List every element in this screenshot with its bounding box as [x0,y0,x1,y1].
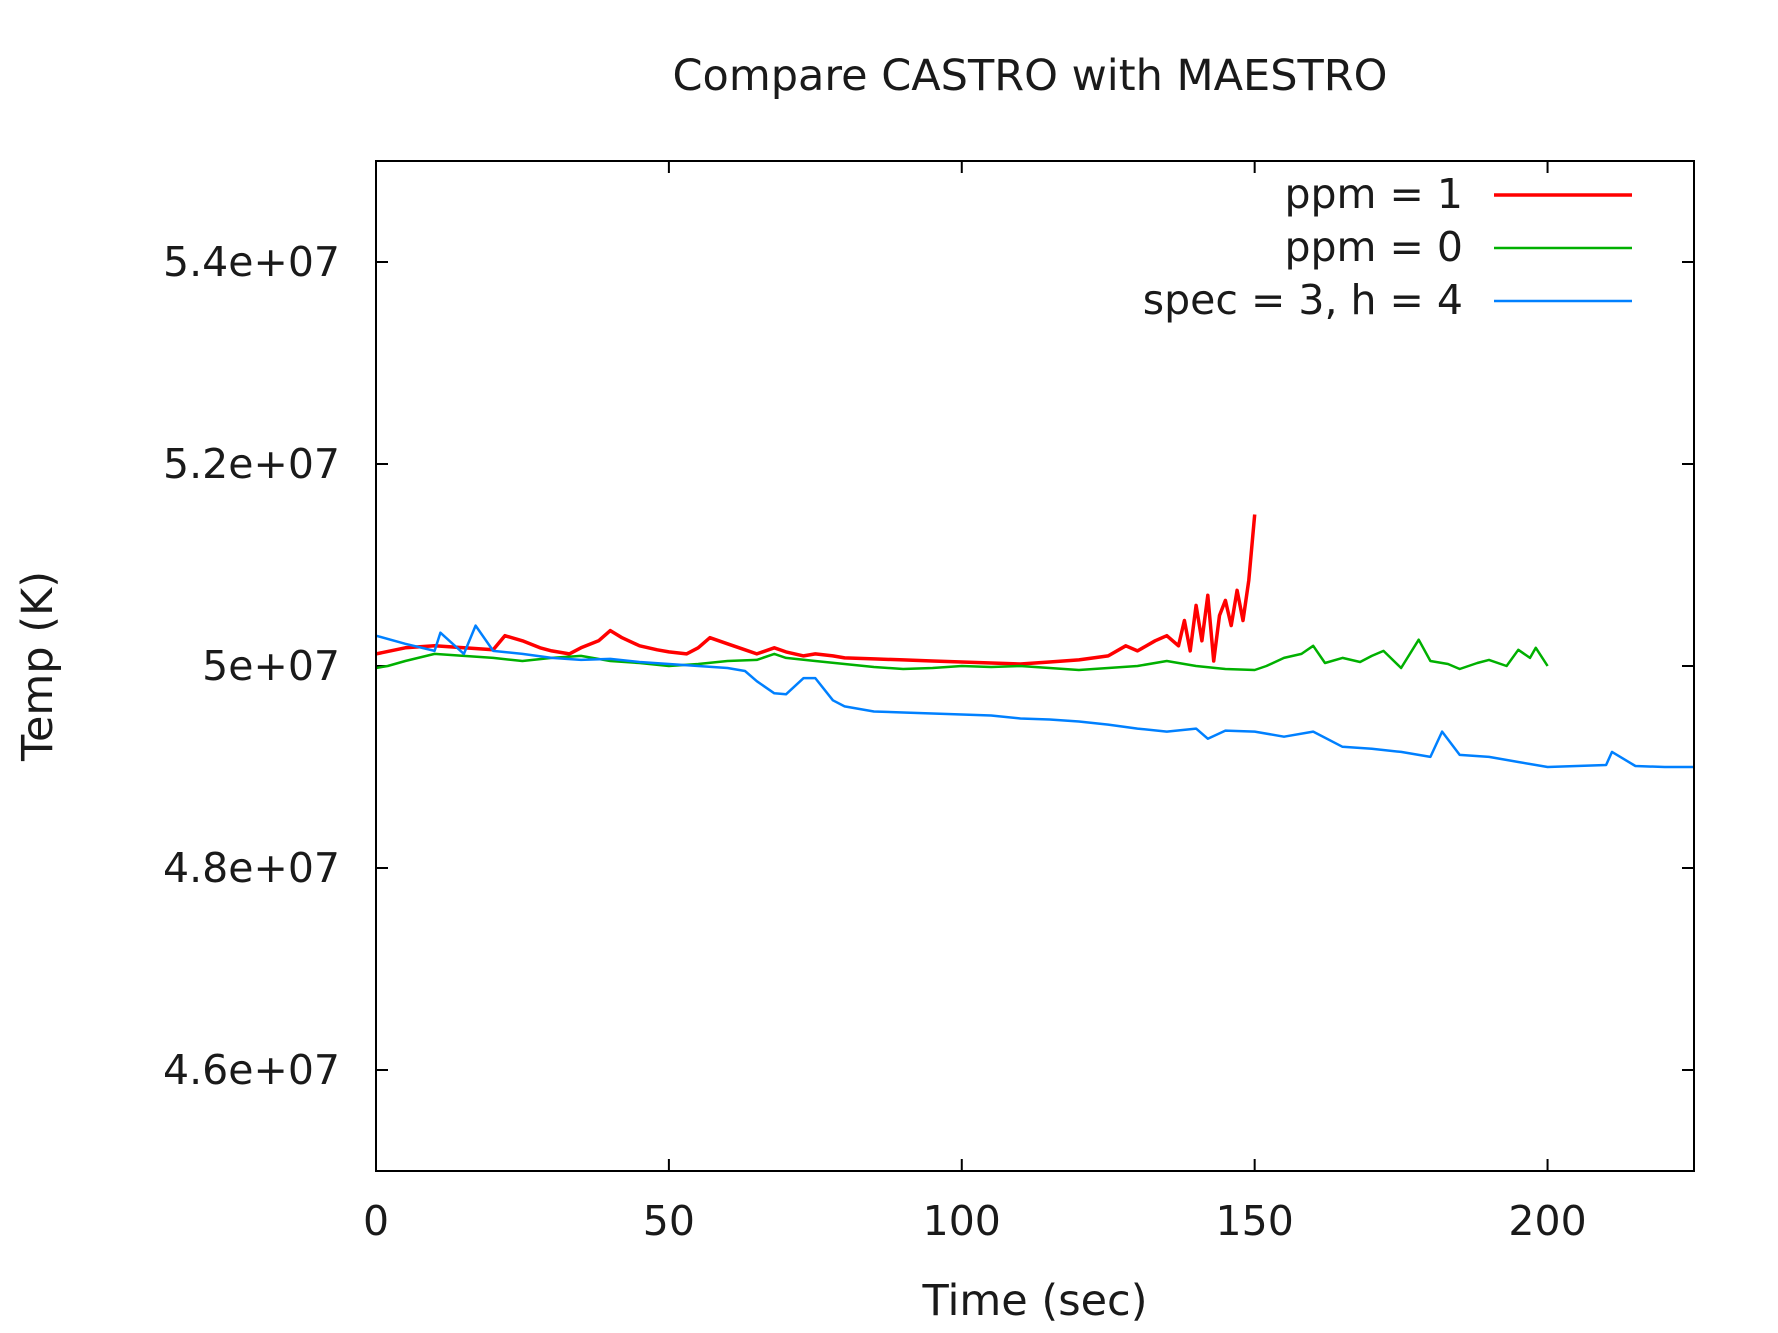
series-line-3 [376,624,1694,769]
x-axis-label: Time (sec) [922,1276,1148,1326]
plot-frame [375,160,1695,1172]
series-line-1 [376,514,1257,666]
y-tick-label: 4.6e+07 [163,1046,340,1094]
legend-label: ppm = 0 [1285,223,1464,271]
legend-label: spec = 3, h = 4 [1143,276,1463,324]
y-axis-label: Temp (K) [13,571,63,762]
axis-ticks: 0 50 100 150 200 4.6e+07 4.8e+07 5e+07 5.2e+07 5.… [163,161,1694,1245]
x-tick-label: 50 [643,1197,695,1245]
chart-title: Compare CASTRO with MAESTRO [673,51,1388,101]
series-lines [376,514,1694,769]
y-tick-label: 5e+07 [202,642,340,690]
x-tick-label: 150 [1216,1197,1294,1245]
x-tick-label: 0 [363,1197,389,1245]
legend: ppm = 1 ppm = 0 spec = 3, h = 4 [1143,170,1632,324]
y-tick-label: 5.2e+07 [163,440,340,488]
y-tick-label: 4.8e+07 [163,844,340,892]
legend-label: ppm = 1 [1285,170,1464,218]
series-line-2 [376,638,1549,672]
x-tick-label: 200 [1508,1197,1586,1245]
y-tick-label: 5.4e+07 [163,238,340,286]
x-tick-label: 100 [923,1197,1001,1245]
